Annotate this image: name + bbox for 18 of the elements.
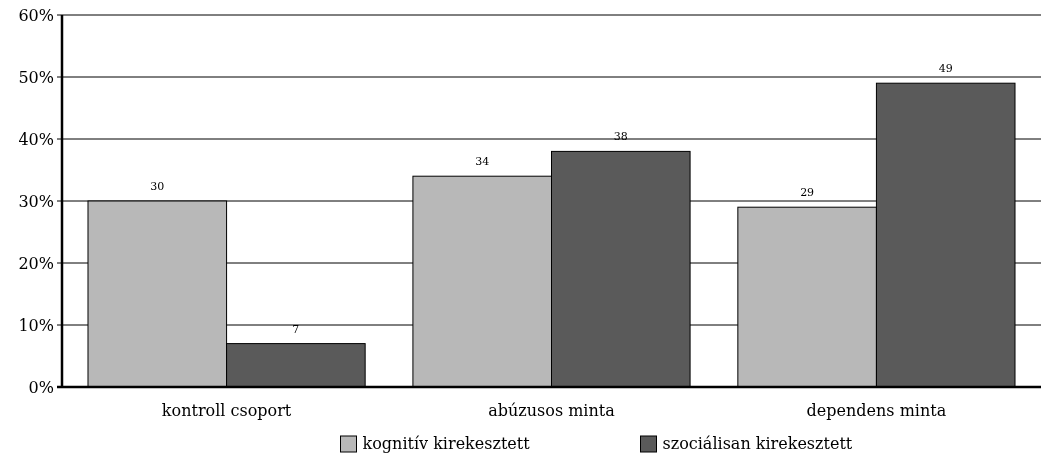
x-tick-label: dependens minta [806, 401, 947, 420]
y-tick-label: 60% [18, 5, 54, 25]
y-tick-label: 50% [18, 67, 54, 87]
y-tick-label: 0% [28, 377, 54, 397]
data-label: 34 [475, 155, 490, 169]
data-label: 7 [292, 322, 300, 336]
data-label: 29 [800, 186, 815, 200]
data-label: 49 [938, 62, 953, 76]
y-tick-label: 10% [18, 315, 54, 335]
data-label: 38 [613, 130, 628, 144]
x-tick-label: abúzusos minta [488, 401, 616, 420]
y-tick-label: 30% [18, 191, 54, 211]
x-tick-label: kontroll csoport [161, 401, 292, 420]
legend-label: kognitív kirekesztett [362, 434, 531, 453]
y-tick-label: 20% [18, 253, 54, 273]
data-label: 30 [150, 180, 165, 193]
y-tick-label: 40% [18, 129, 54, 149]
legend-label: szociálisan kirekesztett [662, 434, 853, 453]
